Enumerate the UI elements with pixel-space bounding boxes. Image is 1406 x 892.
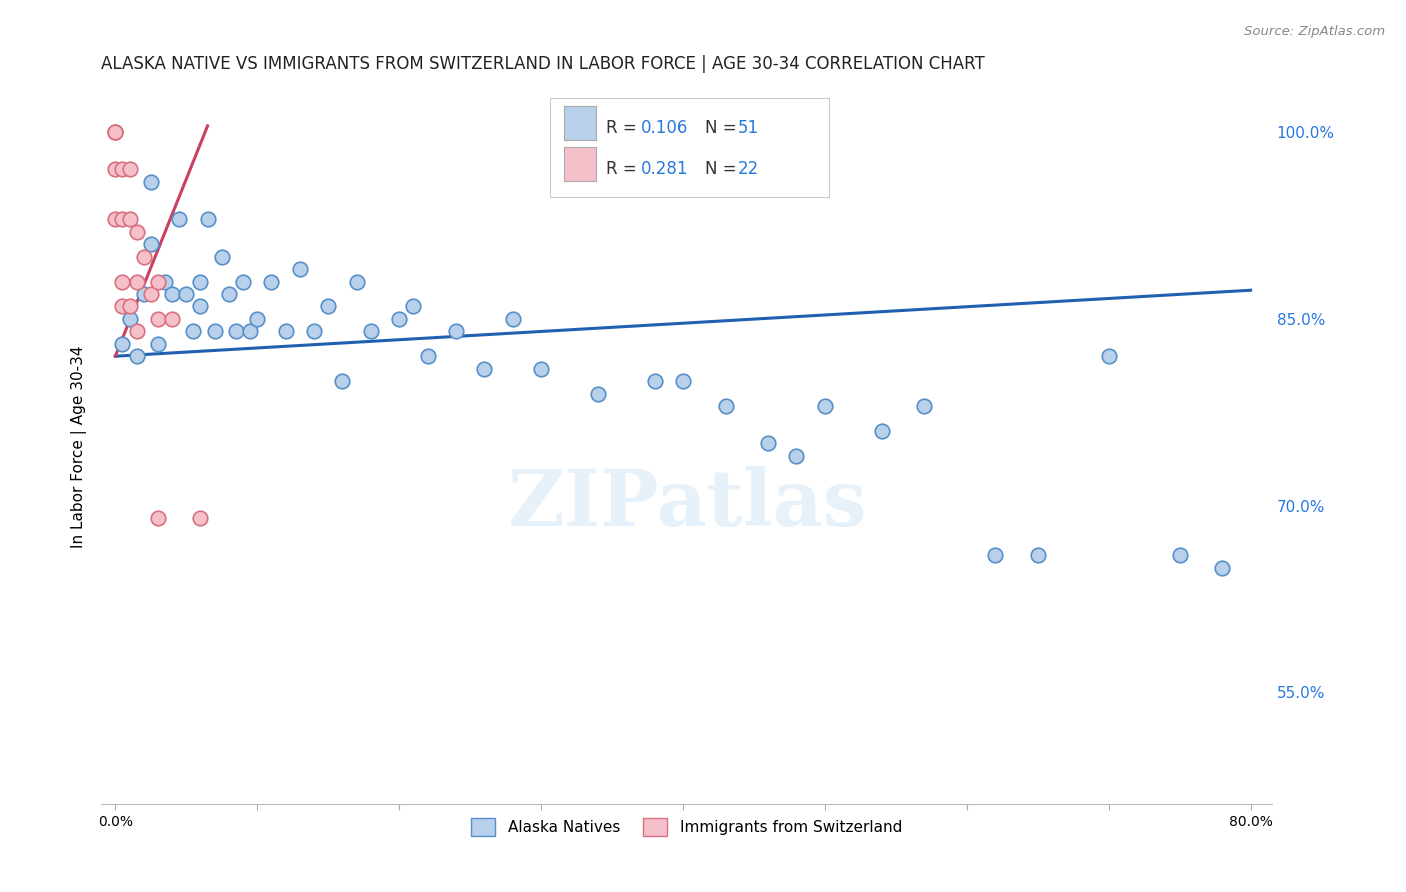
Point [785,449,807,463]
Point [139,287,162,301]
Point [316,300,339,314]
Point [402,300,425,314]
Point [132,250,155,264]
Point [146,311,169,326]
Point [360,324,382,338]
Point [118,162,141,177]
Point [644,374,666,388]
Point [870,424,893,438]
Text: ALASKA NATIVE VS IMMIGRANTS FROM SWITZERLAND IN LABOR FORCE | AGE 30-34 CORRELAT: ALASKA NATIVE VS IMMIGRANTS FROM SWITZER… [101,55,984,73]
Point [104,212,127,227]
Point [146,336,169,351]
Point [204,324,226,338]
Point [139,237,162,252]
Point [672,374,695,388]
Text: Source: ZipAtlas.com: Source: ZipAtlas.com [1244,25,1385,38]
Point [125,349,148,363]
Point [132,287,155,301]
FancyBboxPatch shape [550,98,830,197]
Point [211,250,233,264]
Point [586,386,609,401]
Point [118,300,141,314]
Point [714,399,737,413]
Point [125,225,148,239]
FancyBboxPatch shape [564,147,596,181]
Point [190,300,212,314]
Point [912,399,935,413]
Point [197,212,219,227]
Point [118,212,141,227]
Point [218,287,240,301]
Point [167,212,190,227]
Legend: Alaska Natives, Immigrants from Switzerland: Alaska Natives, Immigrants from Switzerl… [464,810,910,843]
Point [260,275,283,289]
Text: 22: 22 [738,161,759,178]
Point [111,275,134,289]
Point [302,324,325,338]
Point [346,275,368,289]
Point [530,361,553,376]
Point [288,262,311,277]
Point [190,275,212,289]
Point [232,275,254,289]
Point [756,436,779,450]
Text: R =: R = [606,120,641,137]
Point [160,287,183,301]
Y-axis label: In Labor Force | Age 30-34: In Labor Force | Age 30-34 [72,345,87,548]
Point [104,125,127,139]
Point [388,311,411,326]
Point [118,311,141,326]
Point [146,275,169,289]
Text: 51: 51 [738,120,759,137]
Text: ZIPatlas: ZIPatlas [506,466,866,541]
Point [246,311,269,326]
Point [104,125,127,139]
Text: 0.106: 0.106 [641,120,688,137]
Point [1168,549,1191,563]
Point [111,212,134,227]
Point [444,324,467,338]
Point [104,125,127,139]
Point [472,361,495,376]
Text: R =: R = [606,161,641,178]
Point [111,336,134,351]
Point [111,300,134,314]
Point [174,287,197,301]
Point [416,349,439,363]
Point [146,511,169,525]
Point [332,374,354,388]
Point [239,324,262,338]
Point [160,311,183,326]
Point [1211,561,1233,575]
Point [502,311,524,326]
Point [104,162,127,177]
Point [139,175,162,189]
Point [125,324,148,338]
Point [1098,349,1121,363]
Point [111,162,134,177]
Point [125,275,148,289]
Point [153,275,176,289]
Point [274,324,297,338]
Point [225,324,247,338]
Point [984,549,1007,563]
Text: 0.281: 0.281 [641,161,689,178]
Text: N =: N = [706,120,742,137]
Point [183,324,205,338]
Point [814,399,837,413]
Point [190,511,212,525]
Point [1026,549,1049,563]
Text: N =: N = [706,161,742,178]
FancyBboxPatch shape [564,105,596,140]
